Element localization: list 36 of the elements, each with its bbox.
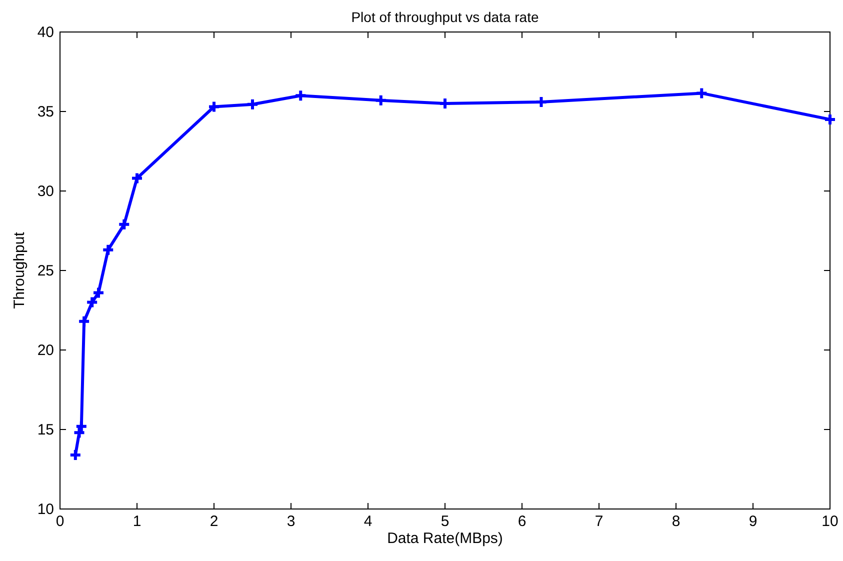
- point: [246, 98, 259, 111]
- y-tick-label: 10: [37, 501, 54, 518]
- point: [102, 243, 115, 256]
- x-tick-label: 9: [748, 513, 758, 530]
- point: [92, 286, 105, 300]
- x-tick-label: 0: [56, 513, 64, 530]
- point: [438, 97, 452, 110]
- y-tick-label: 30: [37, 183, 54, 200]
- point: [208, 100, 220, 114]
- point: [294, 89, 308, 102]
- point: [695, 86, 708, 100]
- x-tick-label: 8: [672, 513, 680, 530]
- x-axis-title: Data Rate(MBps): [387, 530, 503, 547]
- y-axis-title: Throughput: [11, 231, 28, 309]
- y-tick-label: 40: [37, 24, 54, 41]
- x-tick-label: 6: [518, 513, 526, 530]
- y-tick-label: 15: [37, 422, 54, 438]
- point: [72, 426, 86, 440]
- x-tick-label: 7: [594, 513, 604, 530]
- point: [118, 218, 131, 231]
- x-tick-label: 3: [286, 513, 296, 530]
- y-tick-label: 35: [37, 104, 54, 120]
- y-tick-label: 20: [37, 342, 54, 359]
- x-tick-label: 5: [440, 513, 450, 530]
- x-tick-label: 10: [822, 513, 838, 530]
- chart-title: Plot of throughput vs data rate: [351, 9, 539, 25]
- x-tick-label: 4: [364, 513, 372, 530]
- point: [534, 95, 548, 108]
- x-tick-label: 2: [210, 513, 218, 530]
- point: [74, 420, 88, 433]
- point: [130, 172, 144, 185]
- point: [78, 314, 91, 328]
- y-tick-label: 25: [37, 262, 54, 280]
- x-tick-label: 1: [132, 513, 142, 530]
- point: [86, 296, 99, 309]
- point: [374, 94, 388, 107]
